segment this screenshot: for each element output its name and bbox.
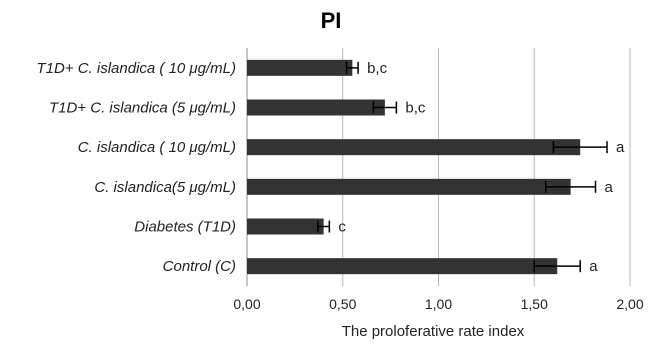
significance-label-4: c	[338, 219, 346, 236]
bars	[247, 59, 581, 275]
significance-label-1: b,c	[405, 100, 426, 117]
x-axis-title: The proloferative rate index	[342, 323, 525, 340]
bar-0	[247, 59, 353, 76]
significance-label-3: a	[605, 179, 614, 196]
significance-label-2: a	[616, 139, 625, 156]
category-label-5: Control (C)	[163, 258, 236, 275]
x-tick-label-0: 0,00	[233, 296, 260, 312]
x-tick-label-4: 2,00	[616, 296, 643, 312]
significance-label-5: a	[589, 258, 598, 275]
category-label-4: Diabetes (T1D)	[134, 219, 236, 236]
significance-label-0: b,c	[367, 60, 388, 77]
category-label-1: T1D+ C. islandica (5 μg/mL)	[49, 100, 236, 117]
gridlines	[246, 48, 631, 286]
x-axis-ticks: 0,00 0,50 1,00 1,50 2,00	[233, 296, 643, 312]
x-tick-label-1: 0,50	[329, 296, 356, 312]
bar-2	[247, 139, 581, 156]
bar-4	[247, 218, 324, 235]
category-label-3: C. islandica(5 μg/mL)	[94, 179, 236, 196]
category-labels: T1D+ C. islandica ( 10 μg/mL) T1D+ C. isl…	[36, 60, 236, 275]
category-label-0: T1D+ C. islandica ( 10 μg/mL)	[36, 60, 236, 77]
bar-1	[247, 99, 385, 116]
significance-labels: b,c b,c a a c a	[338, 60, 625, 275]
x-tick-label-2: 1,00	[425, 296, 452, 312]
bar-5	[247, 258, 558, 275]
x-tick-label-3: 1,50	[521, 296, 548, 312]
bar-3	[247, 178, 571, 195]
error-bars	[317, 61, 608, 273]
chart-title: PI	[321, 8, 342, 33]
category-label-2: C. islandica ( 10 μg/mL)	[78, 139, 236, 156]
